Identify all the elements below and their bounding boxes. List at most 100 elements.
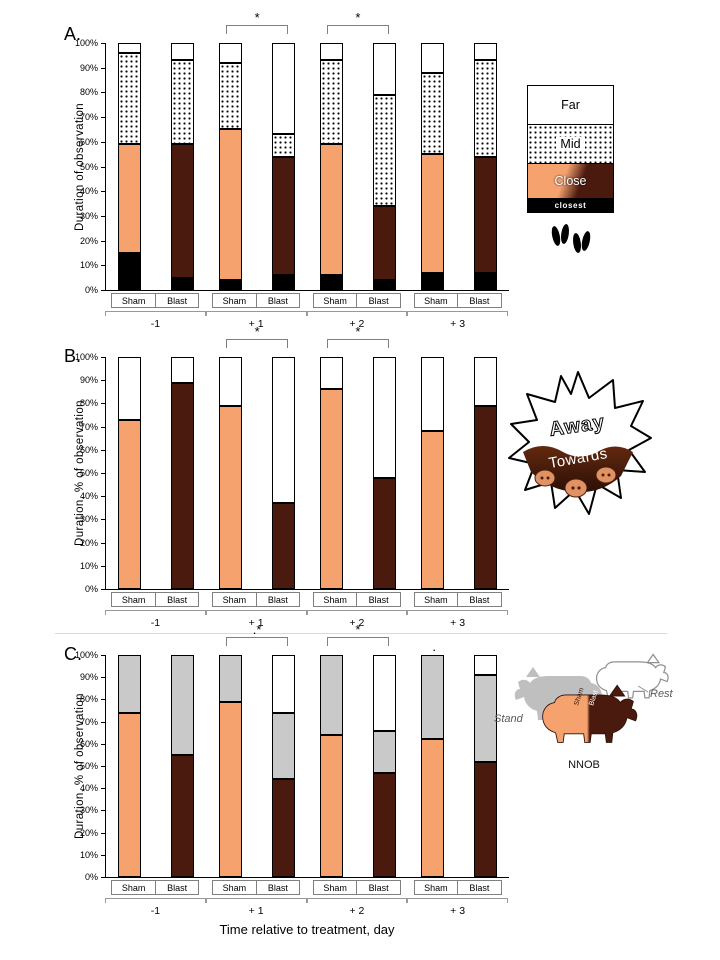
- bar-group: [207, 655, 308, 877]
- proximity-legend: Far Mid Close closest: [527, 85, 614, 213]
- significance-label: *: [254, 10, 260, 25]
- segment-towards: [171, 382, 195, 589]
- bar-group: [308, 357, 409, 589]
- segment-nnob: [219, 701, 243, 877]
- treatment-label: Blast: [154, 294, 199, 307]
- significance-marker: *: [308, 324, 409, 357]
- segment-closest: [473, 272, 497, 290]
- y-tick-mark: [101, 357, 106, 358]
- bar-sham: [420, 357, 444, 589]
- treatment-label: Sham: [121, 296, 146, 306]
- treatment-label: Sham: [121, 883, 146, 893]
- category-bracket: [306, 311, 408, 316]
- segment-away: [420, 357, 444, 432]
- y-tick-label: 80%: [79, 87, 98, 98]
- segment-far: [118, 43, 142, 53]
- y-tick-mark: [101, 67, 106, 69]
- segment-away: [319, 357, 343, 390]
- x-axis-group: Sham Blast + 3: [407, 592, 508, 629]
- legend-mid-label: Mid: [556, 137, 585, 151]
- bar-sham: [219, 43, 243, 290]
- segment-stand: [118, 655, 142, 713]
- segment-close: [420, 154, 444, 273]
- segment-far: [420, 43, 444, 73]
- category-label: -1: [150, 905, 161, 917]
- y-tick-label: 20%: [79, 235, 98, 246]
- y-tick-label: 50%: [79, 161, 98, 172]
- segment-far: [219, 43, 243, 63]
- y-tick-mark: [101, 240, 106, 242]
- segment-nnob: [272, 779, 296, 877]
- category-label: + 1: [248, 905, 264, 917]
- y-tick-label: 100%: [74, 352, 98, 362]
- segment-closest: [171, 277, 195, 290]
- nnob-pig-silhouette: [542, 684, 638, 743]
- treatment-label: Blast: [255, 294, 300, 307]
- bar-blast: [473, 43, 497, 290]
- bar-group: [308, 655, 409, 877]
- category-label: + 1: [248, 318, 264, 330]
- significance-marker: .*: [207, 622, 308, 655]
- y-tick-mark: [101, 832, 106, 834]
- treatment-label: Sham: [424, 595, 448, 605]
- y-tick-mark: [101, 473, 106, 474]
- y-tick-mark: [101, 766, 106, 767]
- rest-label: Rest: [650, 688, 674, 700]
- segment-far: [171, 43, 195, 61]
- y-tick-mark: [101, 92, 106, 94]
- y-tick-mark: [101, 699, 106, 701]
- x-axis-group: Sham Blast + 3: [407, 293, 508, 330]
- y-tick-label: 10%: [79, 849, 98, 860]
- bar-group: [408, 357, 509, 589]
- y-tick-label: 10%: [79, 560, 98, 571]
- significance-marker: *: [207, 10, 308, 43]
- bar-blast: [272, 655, 296, 877]
- segment-nnob: [118, 712, 142, 877]
- y-tick-mark: [101, 290, 106, 291]
- legend-item-close: Close: [528, 164, 613, 199]
- treatment-label: Sham: [222, 296, 247, 306]
- bar-sham: [219, 357, 243, 589]
- treatment-label-box: Sham Blast: [312, 592, 401, 607]
- bar-blast: [171, 43, 195, 290]
- segment-rest: [372, 655, 396, 731]
- hoofprints-icon: [551, 224, 591, 253]
- segment-stand: [372, 730, 396, 773]
- y-tick-mark: [101, 565, 106, 567]
- y-tick-mark: [101, 426, 106, 428]
- category-label: + 1: [248, 617, 264, 629]
- significance-marker: *: [308, 10, 409, 43]
- category-bracket: [205, 898, 307, 903]
- category-bracket: [105, 311, 206, 316]
- segment-towards: [420, 431, 444, 589]
- x-axis-group: Sham Blast + 2: [306, 293, 408, 330]
- treatment-label: Sham: [222, 883, 247, 893]
- treatment-label-box: Sham Blast: [111, 880, 200, 895]
- y-tick-mark: [101, 721, 106, 723]
- y-tick-label: 90%: [79, 375, 98, 386]
- segment-far: [272, 43, 296, 135]
- segment-closest: [319, 275, 343, 290]
- pig-snout-icon: [534, 469, 556, 487]
- bar-blast: [372, 655, 396, 877]
- category-bracket: [205, 311, 307, 316]
- segment-mid: [420, 72, 444, 155]
- bar-blast: [272, 357, 296, 589]
- segment-nnob: [372, 772, 396, 877]
- segment-away: [372, 357, 396, 478]
- y-tick-label: 10%: [79, 260, 98, 271]
- bar-group: [106, 357, 207, 589]
- segment-mid: [272, 134, 296, 157]
- panel-a-plot: 0% 10% 20% 30% 40% 50% 60% 70% 80% 90% 100% * *: [75, 10, 509, 295]
- segment-towards: [118, 419, 142, 589]
- category-label: -1: [150, 318, 161, 330]
- y-tick-label: 0%: [84, 872, 98, 882]
- category-bracket: [105, 898, 206, 903]
- y-tick-mark: [101, 542, 106, 544]
- y-tick-label: 100%: [74, 650, 98, 660]
- segment-closest: [372, 280, 396, 290]
- segment-closest: [420, 272, 444, 290]
- y-tick-label: 100%: [74, 38, 98, 48]
- treatment-label-box: Sham Blast: [212, 592, 301, 607]
